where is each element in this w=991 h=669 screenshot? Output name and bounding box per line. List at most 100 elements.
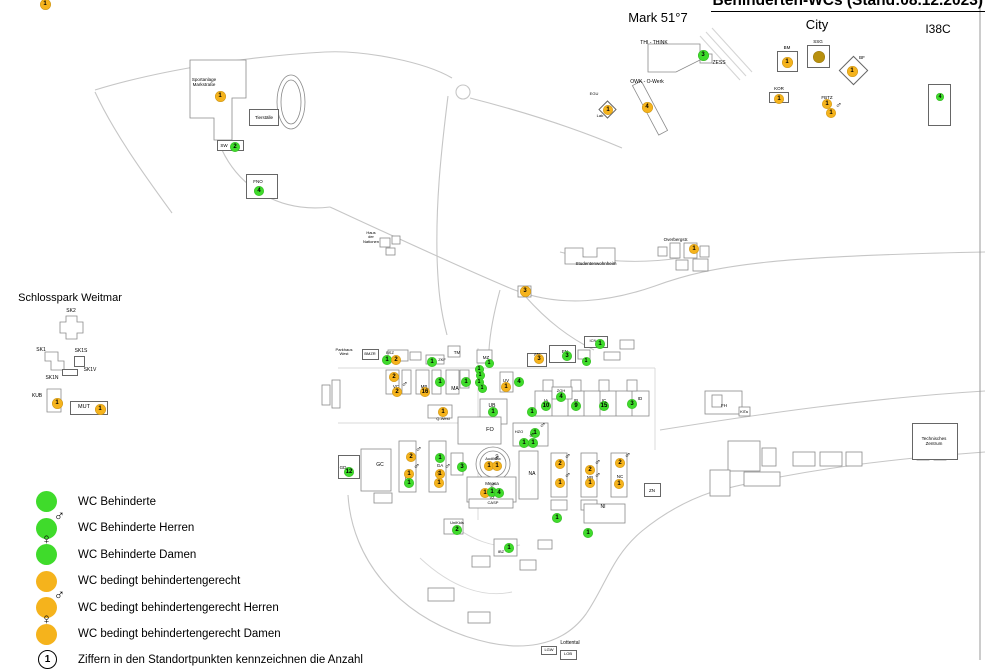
map-label: I38C bbox=[925, 22, 951, 36]
male-icon: ♂ bbox=[401, 379, 408, 389]
map-label: Lab bbox=[596, 113, 604, 118]
male-icon: ♂ bbox=[539, 420, 546, 430]
map-label: SK2 bbox=[66, 308, 76, 314]
wc-marker: 2 bbox=[230, 142, 240, 152]
wc-marker: 2 bbox=[389, 372, 399, 382]
wc-marker: 1 bbox=[214, 90, 226, 102]
map-label: MUT bbox=[78, 404, 90, 410]
map-label: NI bbox=[600, 504, 606, 510]
map-title: Behinderten-WCs (Stand:08.12.2023) bbox=[710, 0, 985, 12]
wc-marker: 2 bbox=[452, 525, 462, 535]
map-label: ICN bbox=[589, 338, 597, 343]
map-label: THI - THINK bbox=[640, 40, 668, 46]
wc-marker: 1 ♂ bbox=[404, 462, 420, 479]
map-label: IB bbox=[574, 398, 578, 403]
male-icon: ♂ bbox=[594, 470, 601, 480]
map-label: SK1V bbox=[83, 367, 97, 373]
map-label: FBTZ bbox=[821, 95, 833, 100]
map-label: UB bbox=[488, 403, 496, 409]
wc-marker: 4 bbox=[494, 488, 504, 498]
legend-label: WC bedingt behindertengerecht Herren bbox=[78, 601, 279, 614]
legend-swatch-green bbox=[36, 491, 57, 512]
map-label: SK1N bbox=[45, 375, 59, 381]
wc-marker: 1 bbox=[484, 358, 494, 368]
wc-marker: 1 bbox=[774, 94, 784, 104]
wc-marker: 1 bbox=[552, 513, 562, 523]
wc-marker: 1 bbox=[404, 478, 414, 488]
map-label: BMZR bbox=[364, 351, 376, 356]
male-icon: ♂ bbox=[413, 461, 420, 471]
wc-marker: 2 ♂ bbox=[615, 451, 631, 468]
wc-marker: 1 bbox=[435, 453, 445, 463]
map-label: NA bbox=[528, 471, 536, 477]
legend-label: WC Behinderte Damen bbox=[78, 548, 197, 561]
map-label: HZO bbox=[514, 429, 524, 434]
wc-marker: 12 bbox=[344, 467, 354, 477]
male-icon: ♂ bbox=[444, 461, 451, 471]
map-label: MB bbox=[421, 384, 428, 389]
legend-item: WC Behinderte bbox=[36, 491, 156, 512]
female-icon: ♀ bbox=[493, 451, 501, 461]
map-label: ZKF bbox=[438, 357, 446, 362]
map-label: NC bbox=[616, 474, 624, 479]
wc-marker: 1 bbox=[488, 407, 498, 417]
wc-marker: 1 bbox=[614, 479, 624, 489]
map-label: Lottental bbox=[560, 640, 580, 646]
map-label: Sportanlage Markstraße bbox=[191, 77, 217, 88]
map-label: UniKids bbox=[450, 520, 464, 525]
map-label: LGW bbox=[544, 647, 554, 652]
legend-swatch-orange: ♂ bbox=[36, 588, 65, 618]
wc-marker: 4 bbox=[254, 186, 264, 196]
wc-marker: 9 bbox=[571, 401, 581, 411]
map-label: MA bbox=[451, 386, 459, 392]
wc-marker: 1 ♀ bbox=[492, 451, 502, 471]
map-label: AudiMax bbox=[485, 456, 501, 461]
map-label: NB bbox=[587, 475, 593, 480]
male-icon: ♂ bbox=[564, 470, 571, 480]
male-icon: ♂ bbox=[564, 451, 571, 461]
map-label: KiTa bbox=[740, 409, 748, 414]
map-label: GC bbox=[376, 462, 384, 468]
building-outline bbox=[644, 483, 661, 497]
wc-marker: 2 ♂ bbox=[392, 380, 408, 397]
map-label: Overbergstr. bbox=[663, 237, 689, 242]
wc-marker: 1 bbox=[39, 0, 51, 10]
map-label: Haus der Nationen bbox=[362, 230, 380, 244]
wc-marker: 1 bbox=[474, 377, 484, 387]
wc-marker: 1 bbox=[581, 356, 591, 366]
building-outline bbox=[62, 369, 78, 376]
map-label: FO bbox=[486, 427, 494, 433]
map-label: ZESS bbox=[712, 60, 726, 66]
wc-marker: 1 bbox=[51, 397, 63, 409]
wc-marker: 1 bbox=[504, 543, 514, 553]
wc-marker: 4 bbox=[514, 377, 524, 387]
female-icon: ♀ bbox=[40, 610, 53, 628]
map-label: BM bbox=[783, 45, 791, 50]
wc-marker: 1 ♂ bbox=[585, 471, 601, 488]
building-outline bbox=[541, 646, 557, 655]
map-label: SSG bbox=[813, 39, 823, 44]
building-outline bbox=[362, 349, 379, 360]
map-label: Tierställe bbox=[254, 115, 274, 120]
map-label: VC bbox=[393, 384, 399, 389]
wc-marker: 1 bbox=[94, 403, 106, 415]
map-label: VZ bbox=[489, 495, 495, 500]
map-label: SW bbox=[220, 143, 228, 148]
wc-marker: 3 bbox=[519, 285, 531, 297]
wc-marker: 1 bbox=[474, 364, 484, 374]
map-label: BF bbox=[859, 55, 865, 60]
legend-label: WC Behinderte bbox=[78, 495, 156, 508]
legend-swatch-orange bbox=[36, 570, 57, 592]
map-label: CASP bbox=[487, 500, 499, 505]
wc-marker: 4 bbox=[556, 392, 566, 402]
map-label: IC bbox=[602, 398, 607, 403]
legend-item: ♀ WC Behinderte Damen bbox=[36, 532, 197, 565]
map-label: UV bbox=[502, 378, 510, 383]
building-outline bbox=[912, 423, 958, 460]
map-label: LOB bbox=[563, 651, 573, 656]
wc-marker: 1 bbox=[487, 487, 497, 497]
building-outline bbox=[249, 109, 279, 126]
wc-marker: 3 bbox=[457, 462, 467, 472]
building-outline bbox=[928, 84, 951, 126]
